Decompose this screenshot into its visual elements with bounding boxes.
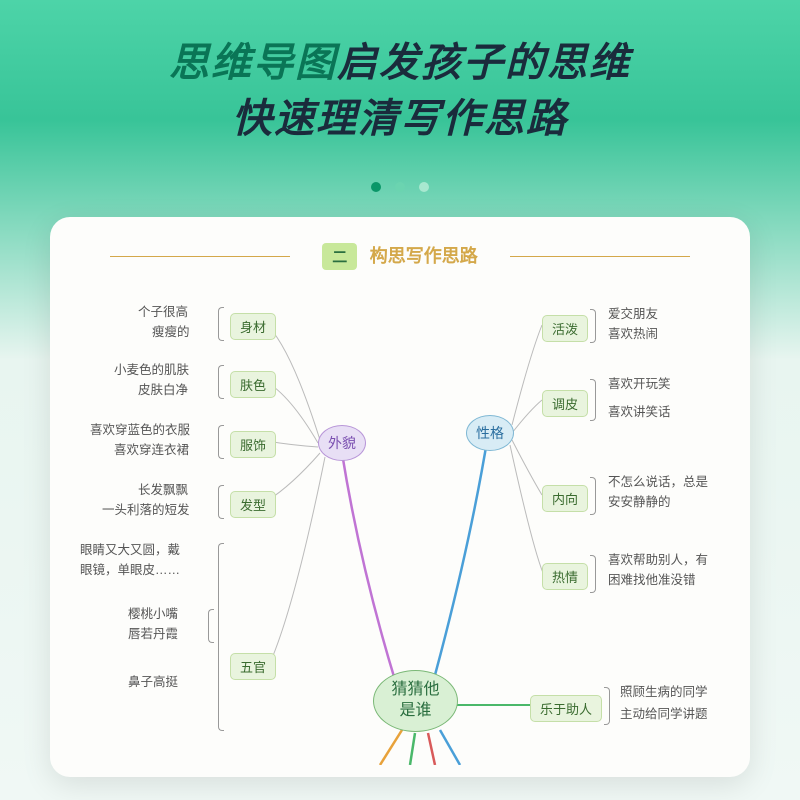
center-node: 猜猜他是谁 (373, 670, 458, 732)
leaf: 困难找他准没错 (608, 571, 696, 590)
sub-node: 调皮 (542, 390, 588, 417)
leaf: 喜欢热闹 (608, 325, 658, 344)
sub-node: 热情 (542, 563, 588, 590)
mindmap: 猜猜他是谁 外貌 身材 个子很高 瘦瘦的 肤色 小麦色的肌肤 皮肤白净 服饰 喜… (80, 285, 720, 765)
leaf: 爱交朋友 (608, 305, 658, 324)
leaf: 喜欢帮助别人，有 (608, 551, 708, 570)
section-title: 构思写作思路 (370, 242, 478, 268)
section-badge: 二 (322, 243, 357, 270)
leaf: 喜欢讲笑话 (608, 403, 671, 422)
leaf: 喜欢开玩笑 (608, 375, 671, 394)
leaf: 唇若丹霞 (128, 625, 178, 644)
leaf: 眼睛又大又圆，戴 (80, 541, 180, 560)
leaf: 个子很高 (138, 303, 188, 322)
title-line-1: 思维导图启发孩子的思维 (40, 35, 760, 91)
leaf: 皮肤白净 (138, 381, 188, 400)
category-personality: 性格 (466, 415, 514, 451)
header: 思维导图启发孩子的思维 快速理清写作思路 (0, 0, 800, 167)
sub-node: 服饰 (230, 431, 276, 458)
sub-node: 内向 (542, 485, 588, 512)
leaf: 安安静静的 (608, 493, 671, 512)
category-label: 外貌 (328, 433, 356, 453)
sub-node: 发型 (230, 491, 276, 518)
leaf: 眼镜，单眼皮…… (80, 561, 180, 580)
leaf: 喜欢穿连衣裙 (114, 441, 189, 460)
leaf: 樱桃小嘴 (128, 605, 178, 624)
leaf: 喜欢穿蓝色的衣服 (90, 421, 190, 440)
category-label: 性格 (476, 423, 504, 443)
leaf: 一头利落的短发 (102, 501, 190, 520)
leaf: 主动给同学讲题 (620, 705, 708, 724)
title-dark-1: 启发孩子的思维 (337, 41, 631, 85)
leaf: 长发飘飘 (138, 481, 188, 500)
sub-node: 五官 (230, 653, 276, 680)
dots-indicator (0, 179, 800, 197)
leaf: 鼻子高挺 (128, 673, 178, 692)
leaf: 不怎么说话，总是 (608, 473, 708, 492)
leaf: 瘦瘦的 (152, 323, 190, 342)
mindmap-card: 二 构思写作思路 (50, 217, 750, 777)
sub-node: 活泼 (542, 315, 588, 342)
sub-node: 肤色 (230, 371, 276, 398)
dot (395, 182, 405, 192)
dot (419, 182, 429, 192)
leaf: 小麦色的肌肤 (114, 361, 189, 380)
dot (371, 182, 381, 192)
section-header: 二 构思写作思路 (80, 242, 720, 270)
center-label: 猜猜他是谁 (391, 680, 439, 722)
category-appearance: 外貌 (318, 425, 366, 461)
title-accent: 思维导图 (169, 41, 337, 85)
sub-node: 身材 (230, 313, 276, 340)
title-line-2: 快速理清写作思路 (40, 91, 760, 147)
leaf: 照顾生病的同学 (620, 683, 708, 702)
sub-helpful: 乐于助人 (530, 695, 602, 722)
